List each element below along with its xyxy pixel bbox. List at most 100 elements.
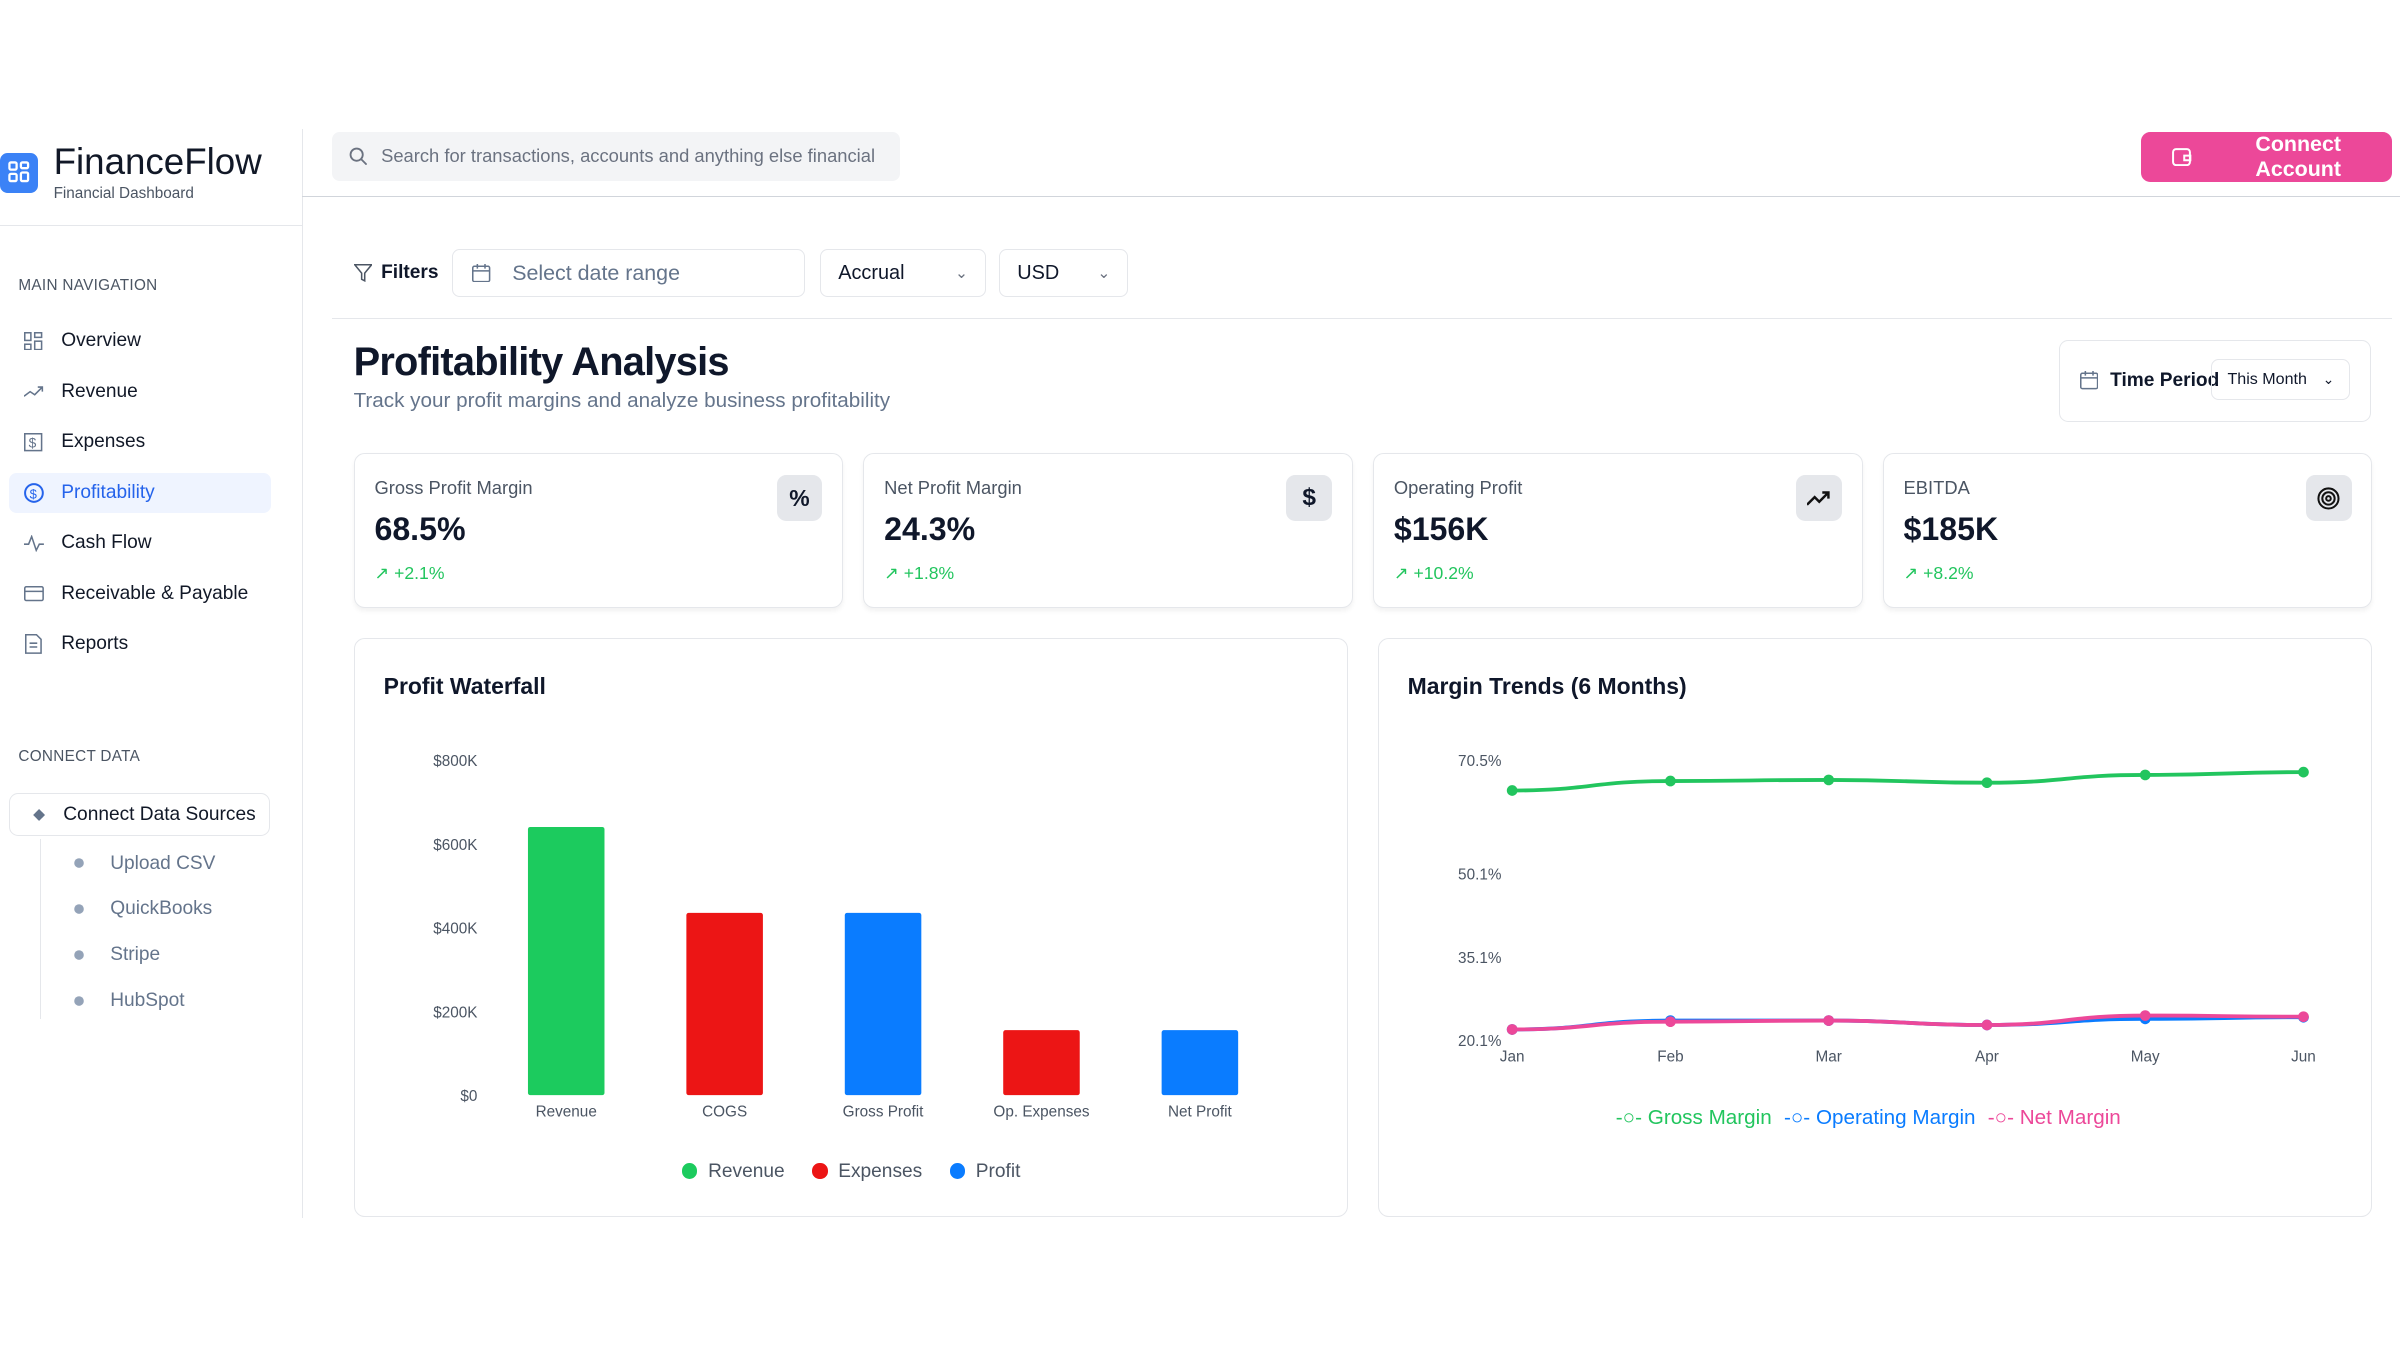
- x-tick-label: Mar: [1815, 1049, 1841, 1066]
- point-gross-margin: [1506, 785, 1518, 797]
- filter-icon: [353, 263, 372, 282]
- y-tick-label: 20.1%: [1458, 1033, 1502, 1050]
- point-net-margin: [1981, 1019, 1992, 1031]
- profit-waterfall-card: Profit Waterfall $0 $200K $400K $600K $800K R…: [353, 638, 1349, 1217]
- svg-text:$: $: [29, 486, 37, 501]
- legend-label: Expenses: [838, 1161, 923, 1183]
- kpi-change-value: +8.2%: [1923, 562, 1974, 583]
- file-text-icon: [23, 634, 44, 655]
- legend-swatch: [949, 1163, 966, 1179]
- legend-label: Profit: [975, 1161, 1021, 1183]
- divider: [0, 224, 302, 226]
- y-tick-label: 50.1%: [1458, 867, 1502, 884]
- svg-text:$: $: [29, 436, 37, 451]
- source-stripe[interactable]: Stripe: [73, 944, 160, 966]
- legend-item-revenue: Revenue: [682, 1161, 785, 1183]
- point-net-margin: [1822, 1015, 1834, 1027]
- nav-label: Expenses: [61, 431, 146, 453]
- connect-data-label: CONNECT DATA: [18, 748, 141, 766]
- point-net-margin: [2139, 1010, 2151, 1022]
- nav-label: Cash Flow: [61, 532, 152, 554]
- wallet-icon: [2171, 147, 2192, 166]
- dollar-icon: $: [1286, 475, 1333, 522]
- point-gross-margin: [2297, 767, 2309, 778]
- x-tick-label: Jan: [1499, 1049, 1524, 1066]
- kpi-card-operating-profit: Operating Profit $156K ↗ +10.2%: [1372, 453, 1863, 608]
- cube-icon: [74, 904, 85, 915]
- y-tick-label: $400K: [433, 921, 478, 938]
- source-hubspot[interactable]: HubSpot: [73, 990, 185, 1012]
- time-period-value: This Month: [2227, 370, 2307, 389]
- nav-label: Receivable & Payable: [61, 582, 249, 604]
- logo-icon: [0, 153, 39, 193]
- kpi-value: 68.5%: [374, 510, 466, 547]
- chevron-down-icon: ⌄: [2322, 371, 2335, 387]
- basis-select[interactable]: Accrual ⌄: [820, 249, 986, 297]
- margin-trends-card: Margin Trends (6 Months) 20.1% 35.1% 50.1%…: [1377, 638, 2373, 1217]
- basis-value: Accrual: [838, 261, 905, 284]
- kpi-label: Operating Profit: [1393, 477, 1523, 498]
- sidebar: [0, 128, 303, 1219]
- time-period-control: Time Period This Month ⌄: [2058, 339, 2371, 423]
- bar-op-expenses: [1002, 1030, 1080, 1096]
- sidebar-item-revenue[interactable]: Revenue: [9, 372, 271, 412]
- connect-account-button[interactable]: Connect Account: [2141, 131, 2393, 183]
- source-upload-csv[interactable]: Upload CSV: [73, 853, 215, 875]
- sidebar-item-receivable-payable[interactable]: Receivable & Payable: [9, 574, 271, 614]
- nav-label: Reports: [61, 633, 129, 655]
- search-input[interactable]: Search for transactions, accounts and an…: [332, 131, 900, 181]
- x-tick-label: Net Profit: [1168, 1104, 1233, 1121]
- y-tick-label: $600K: [433, 837, 478, 854]
- y-tick-label: $0: [460, 1088, 477, 1105]
- legend-item-profit: Profit: [949, 1161, 1021, 1183]
- receipt-icon: $: [23, 433, 44, 452]
- currency-select[interactable]: USD ⌄: [999, 249, 1129, 297]
- chart-legend: Revenue Expenses Profit: [682, 1161, 1020, 1183]
- sidebar-item-overview[interactable]: Overview: [9, 321, 271, 361]
- x-tick-label: Op. Expenses: [993, 1104, 1089, 1121]
- date-range-picker[interactable]: Select date range: [451, 249, 806, 297]
- tree-line: [39, 838, 41, 1020]
- kpi-change: ↗ +2.1%: [374, 562, 445, 583]
- kpi-change: ↗ +1.8%: [884, 562, 955, 583]
- kpi-change-value: +1.8%: [903, 562, 955, 583]
- point-gross-margin: [2139, 769, 2151, 781]
- line-gross-margin: [1511, 770, 2304, 793]
- point-net-margin: [2297, 1011, 2309, 1023]
- activity-icon: [23, 534, 44, 552]
- y-tick-label: $800K: [433, 753, 478, 770]
- chart-legend: -○- Gross Margin -○- Operating Margin -○…: [1616, 1106, 2121, 1130]
- x-tick-label: Revenue: [535, 1104, 596, 1121]
- filter-divider: [332, 318, 2393, 320]
- x-tick-label: Jun: [2291, 1049, 2316, 1066]
- bar-revenue: [527, 827, 605, 1096]
- nav-label: Overview: [61, 330, 141, 352]
- x-tick-label: Apr: [1975, 1049, 1999, 1066]
- kpi-label: Gross Profit Margin: [374, 477, 533, 498]
- calendar-icon: [472, 264, 491, 283]
- header-divider: [301, 195, 2400, 197]
- legend-label: Gross Margin: [1647, 1106, 1772, 1130]
- y-tick-label: 35.1%: [1458, 950, 1502, 967]
- source-label: QuickBooks: [110, 898, 213, 920]
- bar-cogs: [685, 913, 763, 1096]
- chevron-down-icon: ⌄: [1097, 264, 1111, 282]
- point-gross-margin: [1664, 775, 1676, 787]
- chevron-down-icon: ⌄: [955, 264, 968, 282]
- legend-item-gross-margin: -○- Gross Margin: [1615, 1106, 1772, 1130]
- sidebar-item-profitability[interactable]: $ Profitability: [9, 472, 271, 513]
- legend-label: Revenue: [708, 1161, 785, 1183]
- kpi-label: Net Profit Margin: [884, 477, 1022, 498]
- kpi-value: $185K: [1903, 510, 1999, 547]
- sidebar-item-cash-flow[interactable]: Cash Flow: [9, 523, 271, 563]
- sidebar-item-expenses[interactable]: $ Expenses: [9, 422, 271, 462]
- cube-icon: [74, 858, 85, 869]
- source-quickbooks[interactable]: QuickBooks: [73, 898, 212, 920]
- main-nav-label: MAIN NAVIGATION: [18, 277, 158, 295]
- connect-data-sources-button[interactable]: ◆ Connect Data Sources: [9, 792, 270, 837]
- brand-subtitle: Financial Dashboard: [53, 185, 194, 203]
- search-placeholder: Search for transactions, accounts and an…: [381, 145, 876, 167]
- time-period-select[interactable]: This Month ⌄: [2211, 359, 2351, 401]
- brand-name: FinanceFlow: [53, 140, 262, 182]
- sidebar-item-reports[interactable]: Reports: [9, 624, 271, 664]
